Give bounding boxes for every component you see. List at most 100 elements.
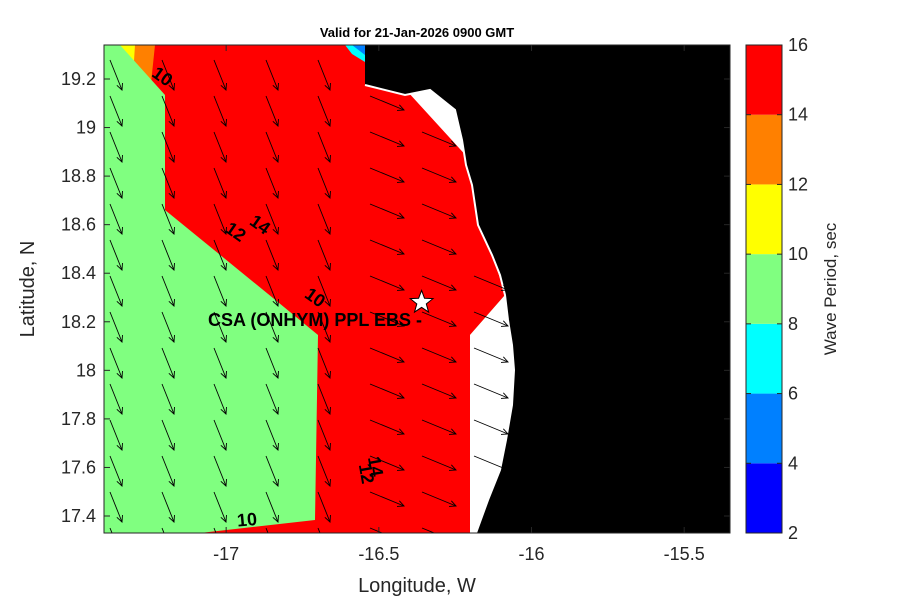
wave-arrow-head (220, 370, 227, 379)
axes-frame (103, 44, 731, 534)
coastline (364, 84, 516, 533)
wave-arrow (109, 419, 123, 451)
wave-arrow-head (168, 262, 175, 271)
wave-arrow (473, 311, 509, 327)
period-band-8-10 (104, 45, 318, 533)
wave-arrow (161, 491, 175, 523)
colorbar-band (746, 184, 782, 255)
wave-arrow-head (448, 392, 457, 399)
wave-arrow-head (169, 551, 175, 558)
colorbar-frame (745, 44, 783, 534)
wave-arrow-head (324, 334, 331, 343)
wave-arrow-head (220, 226, 227, 235)
wave-arrow (161, 347, 175, 379)
wave-arrow-head (168, 514, 175, 523)
y-tick-label: 18.6 (61, 215, 96, 235)
y-tick-label: 18.4 (61, 263, 96, 283)
colorbar-tick-label: 12 (788, 174, 808, 194)
wave-arrow-head (396, 212, 405, 219)
wave-arrow-head (272, 190, 279, 199)
wave-arrow-head (220, 262, 227, 271)
wave-arrow (421, 383, 457, 399)
y-tick-label: 18 (76, 360, 96, 380)
wave-arrow-head (168, 118, 175, 127)
wave-arrow (317, 455, 331, 487)
chart-title: Valid for 21-Jan-2026 0900 GMT (320, 25, 514, 40)
wave-arrow-head (324, 154, 331, 163)
x-axis-label: Longitude, W (358, 575, 476, 597)
wave-arrow (473, 455, 509, 471)
wave-arrow (421, 131, 457, 147)
wave-arrow (213, 167, 227, 199)
contour-label: 12 (355, 462, 378, 485)
wave-arrow-head (168, 82, 175, 91)
wave-arrow (265, 95, 279, 127)
wave-arrow (265, 275, 279, 307)
wave-arrow-head (448, 212, 457, 219)
wave-arrow-head (272, 118, 279, 127)
wave-arrow (265, 311, 279, 343)
station-marker: CSA (ONHYM) PPL EBS - (208, 288, 435, 330)
wave-arrow (213, 347, 227, 379)
x-tick-label: -16 (519, 544, 545, 564)
wave-arrow-head (272, 262, 279, 271)
wave-arrow (161, 455, 175, 487)
colorbar-band (746, 114, 782, 185)
wave-arrow (265, 419, 279, 451)
wave-arrow (421, 203, 457, 219)
wave-arrow-head (324, 514, 331, 523)
blue-patch (352, 45, 365, 55)
wave-arrow (213, 95, 227, 127)
wave-arrow (213, 419, 227, 451)
colorbar-tick-label: 6 (788, 384, 798, 404)
wave-arrow (473, 419, 509, 435)
wave-arrow-head (168, 298, 175, 307)
wave-arrow-head (396, 500, 405, 507)
wave-arrow (161, 311, 175, 343)
wave-arrow-head (396, 464, 405, 471)
wave-arrow (369, 275, 405, 291)
wave-arrow-head (500, 464, 509, 471)
x-tick-label: -16.5 (358, 544, 399, 564)
wave-arrow (265, 383, 279, 415)
wave-arrow (369, 311, 405, 327)
wave-arrow-head (500, 392, 509, 399)
contour-label: 10 (236, 509, 258, 531)
wave-arrow-head (500, 428, 509, 435)
wave-arrow-head (168, 190, 175, 199)
wave-arrow (213, 131, 227, 163)
land-mask (365, 45, 730, 533)
wave-arrow (265, 491, 279, 523)
y-tick-label: 18.8 (61, 166, 96, 186)
wave-arrow-head (324, 442, 331, 451)
x-tick-label: -17 (213, 544, 239, 564)
wave-arrow-head (324, 226, 331, 235)
wave-arrow-head (220, 82, 227, 91)
wave-arrow (265, 203, 279, 235)
wave-arrow-head (220, 442, 227, 451)
wave-arrow-head (396, 248, 405, 255)
wave-arrow (317, 419, 331, 451)
wave-arrow-head (220, 478, 227, 487)
y-tick-label: 19.2 (61, 69, 96, 89)
wave-arrow (265, 239, 279, 271)
wave-arrow (369, 383, 405, 399)
colorbar-band (746, 45, 782, 115)
wave-arrow (369, 95, 405, 111)
wave-arrow-head (116, 478, 123, 487)
wave-arrow-head (168, 226, 175, 235)
wave-arrow (213, 455, 227, 487)
wave-arrow-head (116, 262, 123, 271)
wave-arrow-head (396, 104, 405, 111)
wave-arrow-head (116, 334, 123, 343)
wave-arrow-head (324, 190, 331, 199)
station-label: CSA (ONHYM) PPL EBS - (208, 310, 422, 330)
wave-arrow (369, 347, 405, 363)
wave-arrow (109, 239, 123, 271)
wave-arrow-head (116, 298, 123, 307)
wave-arrow (161, 59, 175, 91)
wave-arrow (265, 59, 279, 91)
wave-arrow (473, 275, 509, 291)
wave-arrow-head (117, 551, 123, 558)
